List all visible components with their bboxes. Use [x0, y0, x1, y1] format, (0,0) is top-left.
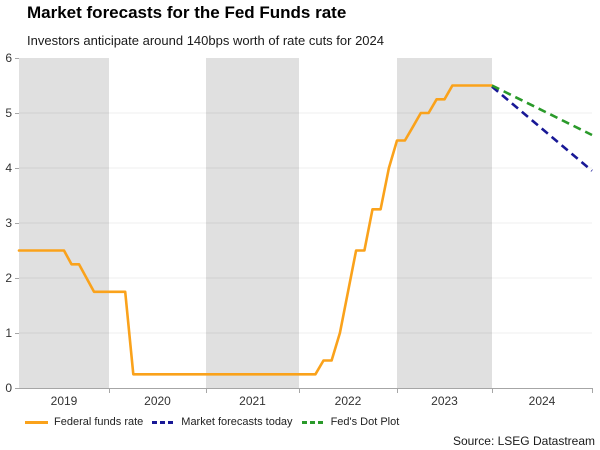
- series-line-1: [491, 85, 593, 172]
- y-tick-label-5: 5: [5, 106, 12, 120]
- y-tick-label-0: 0: [5, 381, 12, 395]
- year-band-2023: [397, 58, 492, 388]
- y-tick-label-2: 2: [5, 271, 12, 285]
- year-band-2021: [206, 58, 299, 388]
- chart-title: Market forecasts for the Fed Funds rate: [27, 3, 347, 22]
- legend-item-market-forecasts: Market forecasts today: [152, 416, 293, 428]
- x-tick-label-2020: 2020: [144, 394, 171, 408]
- year-band-2019: [19, 58, 109, 388]
- legend-label-federal-funds-rate: Federal funds rate: [54, 416, 144, 428]
- x-tick-label-2024: 2024: [529, 394, 556, 408]
- market-forecasts-line-swatch: [152, 420, 176, 424]
- y-tick-label-1: 1: [5, 326, 12, 340]
- x-tick-label-2022: 2022: [335, 394, 362, 408]
- source-credit: Source: LSEG Datastream: [452, 434, 595, 448]
- chart-legend: Federal funds rate Market forecasts toda…: [25, 416, 399, 428]
- series-line-0: [17, 84, 494, 376]
- y-tick-label-6: 6: [5, 51, 12, 65]
- dot-plot-line-swatch: [301, 420, 325, 424]
- y-tick-label-3: 3: [5, 216, 12, 230]
- x-tick-label-2019: 2019: [51, 394, 78, 408]
- legend-label-dot-plot: Fed's Dot Plot: [330, 416, 400, 428]
- chart-subtitle: Investors anticipate around 140bps worth…: [27, 33, 384, 48]
- legend-label-market-forecasts: Market forecasts today: [181, 416, 293, 428]
- legend-item-federal-funds-rate: Federal funds rate: [25, 416, 143, 428]
- y-tick-label-4: 4: [5, 161, 12, 175]
- series-line-2: [491, 84, 593, 137]
- legend-item-dot-plot: Fed's Dot Plot: [301, 416, 400, 428]
- federal-funds-line-swatch: [25, 420, 48, 424]
- x-tick-label-2021: 2021: [239, 394, 266, 408]
- x-tick-label-2023: 2023: [431, 394, 458, 408]
